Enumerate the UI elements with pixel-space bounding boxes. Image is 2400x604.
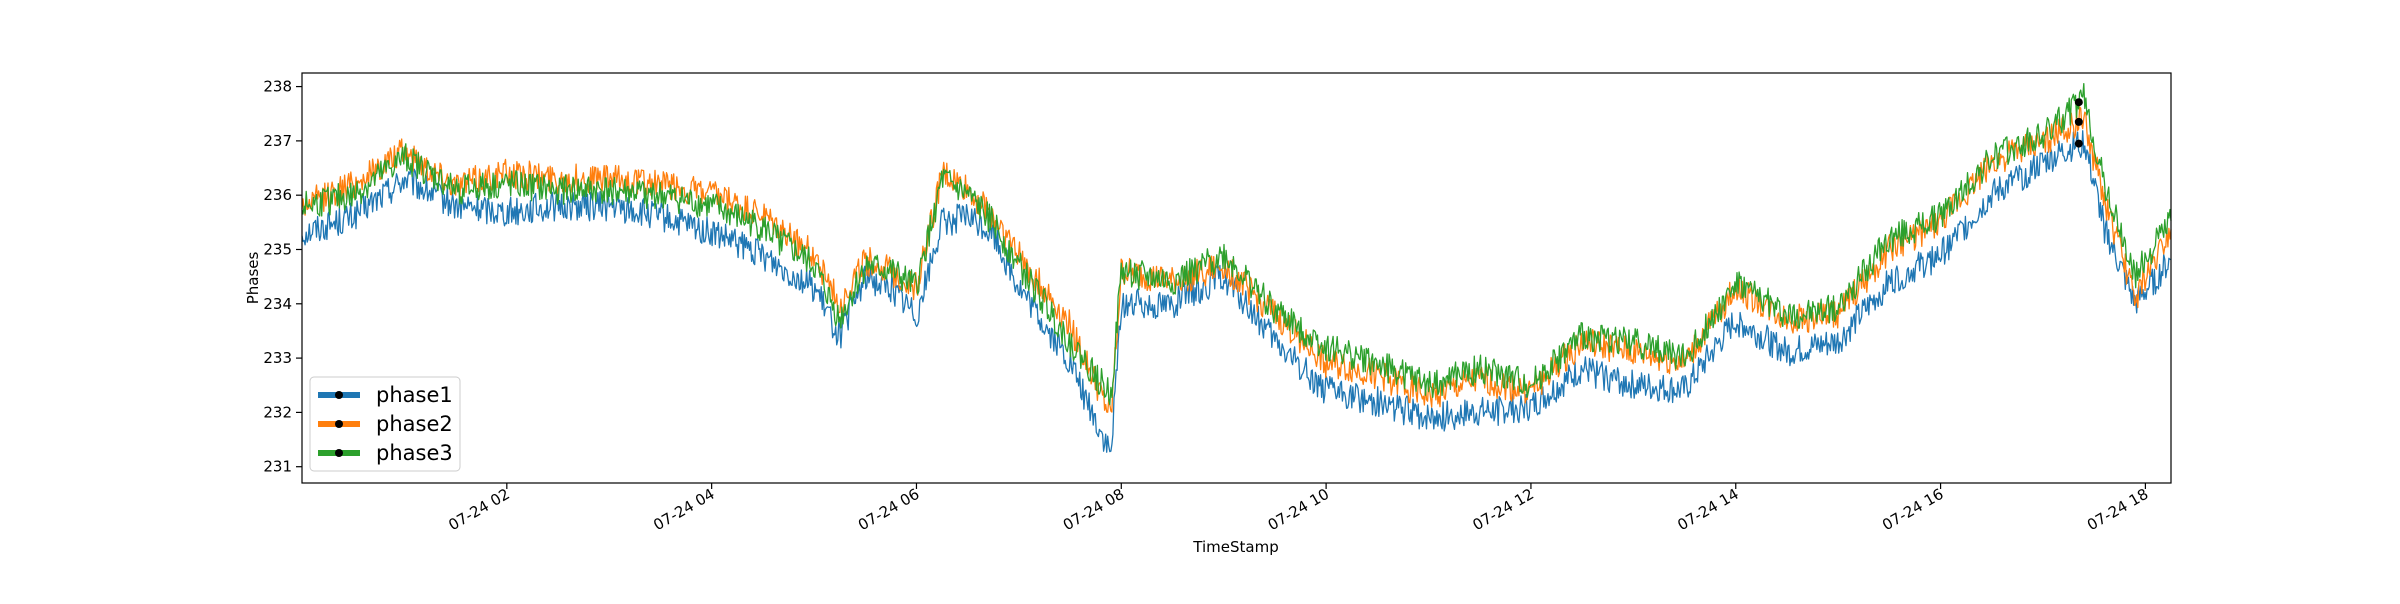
legend-label-phase1: phase1	[376, 383, 453, 407]
x-tick-label: 07-24 04	[650, 485, 717, 534]
y-tick-label: 236	[263, 186, 292, 204]
point-marker-phase1	[2074, 139, 2083, 148]
x-tick-label: 07-24 08	[1060, 485, 1127, 534]
x-tick-label: 07-24 18	[2084, 485, 2151, 534]
y-tick-label: 235	[263, 240, 292, 258]
y-axis: 231 232 233 234 235 236 237 238	[263, 78, 302, 476]
legend-label-phase3: phase3	[376, 441, 453, 465]
legend-item-phase1: phase1	[318, 383, 453, 407]
legend-box	[309, 376, 461, 472]
x-tick-label: 07-24 10	[1265, 485, 1332, 534]
y-tick-label: 231	[263, 458, 292, 476]
x-axis: 07-24 02 07-24 04 07-24 06 07-24 08 07-24 10…	[445, 483, 2151, 534]
x-tick-label: 07-24 02	[445, 485, 512, 534]
series-line-phase3	[301, 82, 2172, 406]
y-axis-label: Phases	[244, 252, 262, 305]
legend: phase1 phase2 phase3	[309, 376, 461, 472]
legend-item-phase2: phase2	[318, 412, 453, 436]
legend-marker-phase1	[335, 391, 343, 399]
legend-marker-phase3	[335, 449, 343, 457]
x-axis-label: TimeStamp	[1192, 538, 1278, 556]
point-marker-phase2	[2074, 117, 2083, 126]
point-marker-phase3	[2074, 98, 2083, 107]
plot-frame	[301, 72, 2172, 484]
y-tick-label: 233	[263, 349, 292, 367]
series-line-phase2	[301, 106, 2172, 413]
y-tick-label: 238	[263, 78, 292, 96]
y-tick-label: 237	[263, 132, 292, 150]
x-tick-label: 07-24 06	[855, 485, 922, 534]
x-tick-label: 07-24 16	[1879, 485, 1946, 534]
y-tick-label: 234	[263, 295, 292, 313]
x-tick-label: 07-24 12	[1470, 485, 1537, 534]
legend-label-phase2: phase2	[376, 412, 453, 436]
series-line-phase1	[301, 130, 2172, 453]
legend-item-phase3: phase3	[318, 441, 453, 465]
legend-marker-phase2	[335, 420, 343, 428]
series-layer	[301, 82, 2172, 453]
y-tick-label: 232	[263, 403, 292, 421]
x-tick-label: 07-24 14	[1674, 485, 1741, 534]
